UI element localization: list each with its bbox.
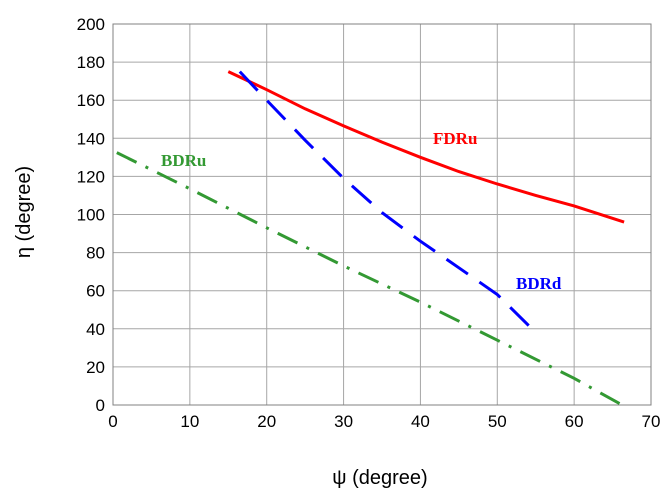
y-tick-label: 200 <box>77 15 105 34</box>
y-tick-label: 160 <box>77 91 105 110</box>
y-tick-label: 60 <box>86 282 105 301</box>
x-tick-label: 0 <box>108 412 117 431</box>
series-label-bdrd: BDRd <box>516 274 562 293</box>
series-label-fdru: FDRu <box>433 129 477 148</box>
y-tick-label: 20 <box>86 358 105 377</box>
series-group <box>116 70 625 406</box>
x-tick-label: 10 <box>180 412 199 431</box>
x-axis-title: ψ (degree) <box>332 467 427 489</box>
y-tick-label: 140 <box>77 129 105 148</box>
x-tick-label: 60 <box>565 412 584 431</box>
plot-area-frame <box>112 23 652 406</box>
y-tick-label: 80 <box>86 244 105 263</box>
x-axis-ticks: 0 10 20 30 40 50 60 70 <box>108 412 660 431</box>
x-tick-label: 30 <box>334 412 353 431</box>
y-tick-label: 100 <box>77 206 105 225</box>
series-line-fdru <box>227 70 625 224</box>
y-tick-label: 40 <box>86 320 105 339</box>
x-tick-label: 50 <box>488 412 507 431</box>
y-tick-label: 0 <box>96 396 105 415</box>
y-tick-label: 180 <box>77 53 105 72</box>
x-tick-label: 40 <box>411 412 430 431</box>
x-tick-label: 70 <box>642 412 661 431</box>
series-line-bdrd <box>238 70 533 330</box>
series-line-bdru <box>116 151 622 406</box>
y-axis-title: η (degree) <box>13 166 35 258</box>
y-axis-ticks: 0 20 40 60 80 100 120 140 160 180 200 <box>77 15 105 415</box>
y-tick-label: 120 <box>77 167 105 186</box>
series-label-bdru: BDRu <box>161 151 206 170</box>
x-tick-label: 20 <box>257 412 276 431</box>
